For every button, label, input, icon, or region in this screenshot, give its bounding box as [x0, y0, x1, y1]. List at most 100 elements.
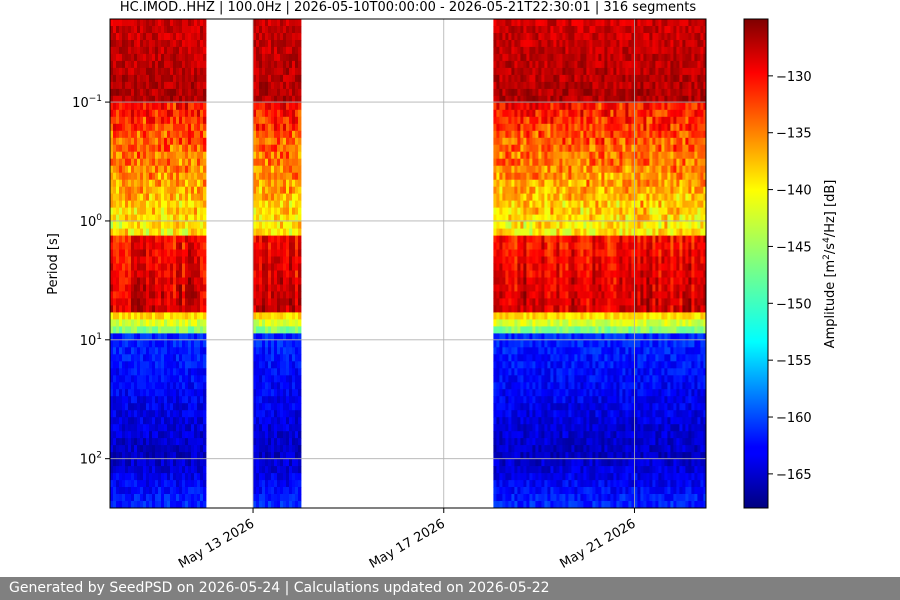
- heatmap-cell: [508, 207, 512, 215]
- heatmap-cell: [179, 200, 183, 208]
- heatmap-cell: [143, 67, 147, 76]
- heatmap-cell: [559, 95, 563, 104]
- heatmap-cell: [511, 102, 515, 111]
- heatmap-cell: [152, 431, 156, 439]
- heatmap-cell: [143, 319, 147, 327]
- heatmap-cell: [511, 88, 515, 97]
- heatmap-cell: [556, 340, 560, 348]
- heatmap-cell: [158, 19, 162, 27]
- heatmap-cell: [289, 305, 293, 313]
- heatmap-cell: [517, 382, 521, 390]
- heatmap-cell: [556, 319, 560, 327]
- heatmap-cell: [256, 501, 260, 508]
- heatmap-cell: [125, 473, 129, 481]
- heatmap-cell: [523, 403, 527, 411]
- heatmap-cell: [164, 312, 168, 320]
- heatmap-cell: [514, 312, 518, 320]
- heatmap-cell: [194, 445, 198, 453]
- heatmap-cell: [520, 410, 524, 418]
- heatmap-cell: [286, 123, 290, 132]
- heatmap-cell: [259, 431, 263, 439]
- heatmap-cell: [140, 19, 144, 27]
- heatmap-cell: [535, 33, 539, 41]
- heatmap-cell: [544, 165, 548, 174]
- heatmap-cell: [283, 326, 287, 334]
- heatmap-cell: [550, 396, 554, 404]
- heatmap-cell: [125, 284, 129, 292]
- heatmap-cell: [155, 151, 159, 160]
- heatmap-cell: [493, 333, 497, 341]
- heatmap-cell: [517, 102, 521, 111]
- heatmap-cell: [164, 319, 168, 327]
- heatmap-cell: [535, 109, 539, 118]
- heatmap-cell: [128, 207, 132, 215]
- heatmap-cell: [134, 179, 138, 188]
- heatmap-cell: [134, 88, 138, 97]
- heatmap-cell: [538, 410, 542, 418]
- heatmap-cell: [511, 33, 515, 41]
- heatmap-cell: [505, 88, 509, 97]
- heatmap-cell: [140, 144, 144, 153]
- heatmap-cell: [277, 102, 281, 111]
- heatmap-cell: [131, 46, 135, 55]
- heatmap-cell: [173, 186, 177, 195]
- heatmap-cell: [298, 333, 302, 341]
- heatmap-cell: [298, 284, 302, 292]
- heatmap-cell: [547, 417, 551, 425]
- heatmap-cell: [502, 26, 506, 34]
- heatmap-cell: [547, 235, 551, 243]
- heatmap-cell: [137, 480, 141, 488]
- heatmap-cell: [185, 74, 189, 83]
- heatmap-cell: [122, 459, 126, 467]
- heatmap-cell: [547, 19, 551, 27]
- heatmap-cell: [143, 410, 147, 418]
- heatmap-cell: [170, 74, 174, 83]
- heatmap-cell: [134, 354, 138, 362]
- heatmap-cell: [182, 95, 186, 104]
- heatmap-cell: [167, 151, 171, 160]
- heatmap-cell: [517, 249, 521, 257]
- heatmap-cell: [268, 277, 272, 285]
- heatmap-cell: [493, 389, 497, 397]
- heatmap-cell: [541, 109, 545, 118]
- heatmap-cell: [274, 102, 278, 111]
- heatmap-cell: [538, 242, 542, 250]
- heatmap-cell: [529, 179, 533, 188]
- heatmap-cell: [556, 228, 560, 236]
- heatmap-cell: [188, 179, 192, 188]
- heatmap-cell: [292, 46, 296, 55]
- heatmap-cell: [268, 487, 272, 495]
- heatmap-cell: [143, 403, 147, 411]
- heatmap-cell: [116, 277, 120, 285]
- heatmap-cell: [137, 67, 141, 76]
- heatmap-cell: [526, 431, 530, 439]
- heatmap-cell: [517, 179, 521, 188]
- heatmap-cell: [131, 340, 135, 348]
- heatmap-cell: [188, 361, 192, 369]
- heatmap-cell: [188, 158, 192, 167]
- heatmap-cell: [268, 158, 272, 167]
- heatmap-cell: [265, 494, 269, 502]
- heatmap-cell: [131, 144, 135, 153]
- heatmap-cell: [532, 396, 536, 404]
- heatmap-cell: [559, 74, 563, 83]
- heatmap-cell: [268, 375, 272, 383]
- heatmap-cell: [559, 137, 563, 146]
- heatmap-cell: [520, 417, 524, 425]
- heatmap-cell: [508, 375, 512, 383]
- heatmap-cell: [499, 340, 503, 348]
- heatmap-cell: [137, 40, 141, 48]
- heatmap-cell: [179, 67, 183, 76]
- heatmap-cell: [505, 501, 509, 508]
- heatmap-cell: [253, 165, 257, 174]
- heatmap-cell: [520, 207, 524, 215]
- heatmap-cell: [559, 102, 563, 111]
- heatmap-cell: [167, 438, 171, 446]
- heatmap-cell: [286, 26, 290, 34]
- heatmap-cell: [289, 46, 293, 55]
- heatmap-cell: [191, 340, 195, 348]
- heatmap-cell: [277, 319, 281, 327]
- heatmap-cell: [496, 333, 500, 341]
- heatmap-cell: [295, 95, 299, 104]
- heatmap-cell: [164, 452, 168, 460]
